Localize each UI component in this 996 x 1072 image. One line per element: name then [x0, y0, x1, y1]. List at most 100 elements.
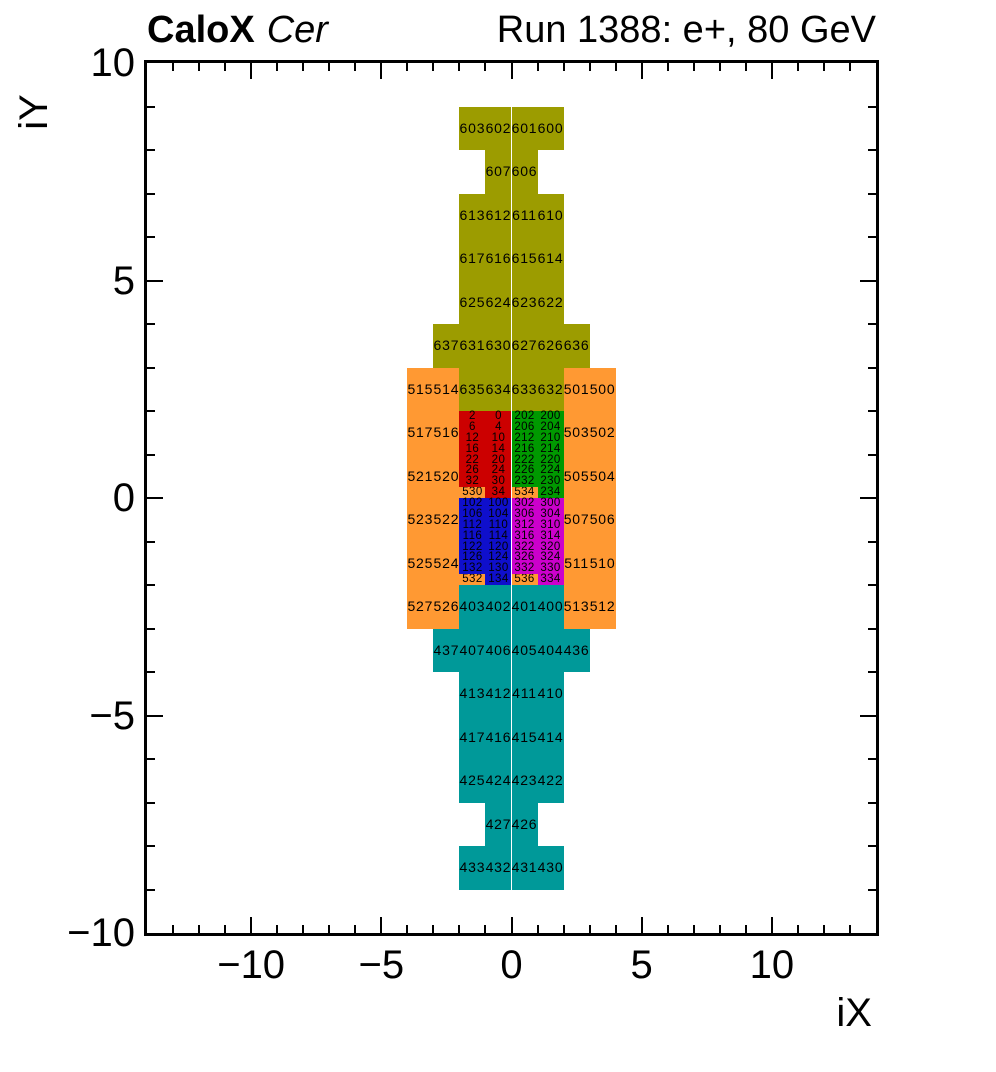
cell-415: 415 [511, 715, 538, 759]
cell-507: 507 [563, 498, 590, 542]
cell-216: 216 [511, 443, 538, 455]
tick-mark [860, 497, 876, 499]
tick-mark [147, 888, 155, 891]
cell-613: 613 [459, 193, 486, 237]
tick-mark [868, 627, 876, 630]
tick-mark [458, 925, 461, 933]
cell-623: 623 [511, 280, 538, 324]
cell-122: 122 [459, 541, 486, 553]
tick-mark [250, 917, 253, 933]
cell-102: 102 [459, 497, 486, 509]
cell-114: 114 [485, 530, 512, 542]
tick-mark [796, 925, 799, 933]
cell-636: 636 [563, 324, 590, 368]
cell-302: 302 [511, 497, 538, 509]
tick-mark [147, 149, 155, 151]
tick-mark [562, 925, 565, 933]
tick-mark [147, 627, 155, 630]
cell-611: 611 [511, 193, 538, 237]
cell-134: 134 [485, 573, 512, 585]
cell-635: 635 [459, 367, 486, 411]
tick-mark [224, 63, 227, 71]
cell-516: 516 [433, 411, 460, 455]
cell-24: 24 [485, 465, 512, 477]
x-tick-label: 10 [749, 943, 795, 987]
cell-625: 625 [459, 280, 486, 324]
cell-522: 522 [433, 498, 460, 542]
tick-mark [250, 63, 253, 79]
cell-606: 606 [511, 150, 538, 194]
tick-mark [510, 917, 513, 933]
tick-mark [147, 192, 155, 195]
tick-mark [796, 63, 799, 71]
cell-513: 513 [563, 585, 590, 629]
tick-mark [614, 63, 617, 71]
tick-mark [276, 63, 279, 71]
cell-510: 510 [589, 541, 616, 585]
tick-mark [147, 758, 155, 760]
cell-316: 316 [511, 530, 538, 542]
tick-mark [147, 540, 155, 543]
cell-534: 534 [511, 486, 538, 498]
cell-616: 616 [485, 237, 512, 281]
cell-400: 400 [537, 585, 564, 629]
tick-mark [147, 845, 155, 847]
cell-206: 206 [511, 421, 538, 433]
cell-204: 204 [537, 421, 564, 433]
cell-432: 432 [485, 846, 512, 890]
cell-106: 106 [459, 508, 486, 520]
tick-mark [198, 925, 201, 933]
cell-610: 610 [537, 193, 564, 237]
cell-502: 502 [589, 411, 616, 455]
cell-424: 424 [485, 759, 512, 803]
cell-324: 324 [537, 552, 564, 564]
cell-426: 426 [511, 802, 538, 846]
tick-mark [172, 925, 175, 933]
cell-506: 506 [589, 498, 616, 542]
cell-417: 417 [459, 715, 486, 759]
tick-mark [718, 925, 721, 933]
cell-520: 520 [433, 454, 460, 498]
cell-22: 22 [459, 454, 486, 466]
cell-430: 430 [537, 846, 564, 890]
cell-526: 526 [433, 585, 460, 629]
cell-427: 427 [485, 802, 512, 846]
cell-2: 2 [459, 410, 486, 422]
cell-402: 402 [485, 585, 512, 629]
cell-416: 416 [485, 715, 512, 759]
tick-mark [147, 801, 155, 804]
tick-mark [147, 584, 155, 586]
experiment-name: CaloX [147, 9, 255, 51]
cell-622: 622 [537, 280, 564, 324]
cell-234: 234 [537, 486, 564, 498]
cell-222: 222 [511, 454, 538, 466]
cell-423: 423 [511, 759, 538, 803]
cell-314: 314 [537, 530, 564, 542]
tick-mark [692, 925, 695, 933]
cell-413: 413 [459, 672, 486, 716]
tick-mark [868, 236, 876, 238]
cell-410: 410 [537, 672, 564, 716]
tick-mark [147, 105, 155, 108]
cell-414: 414 [537, 715, 564, 759]
tick-mark [380, 917, 383, 933]
cell-437: 437 [433, 628, 460, 672]
tick-mark [484, 925, 487, 933]
cell-525: 525 [407, 541, 434, 585]
tick-mark [458, 63, 461, 71]
cell-631: 631 [459, 324, 486, 368]
cell-32: 32 [459, 476, 486, 488]
cell-536: 536 [511, 573, 538, 585]
cell-407: 407 [459, 628, 486, 672]
x-tick-label: 5 [630, 943, 653, 987]
cell-436: 436 [563, 628, 590, 672]
cell-524: 524 [433, 541, 460, 585]
tick-mark [562, 63, 565, 71]
tick-mark [868, 888, 876, 891]
cell-14: 14 [485, 443, 512, 455]
tick-mark [147, 714, 163, 717]
x-axis-title: iX [836, 991, 872, 1035]
y-tick-label: 0 [112, 476, 135, 520]
tick-mark [536, 925, 539, 933]
tick-mark [868, 105, 876, 108]
